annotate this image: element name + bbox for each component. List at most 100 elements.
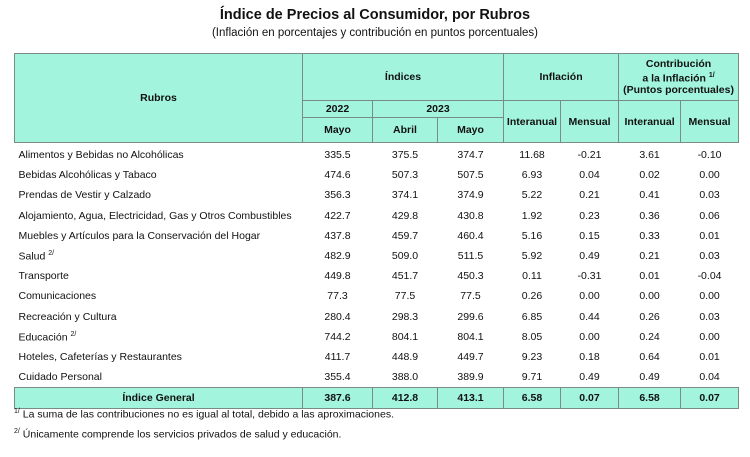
cell-inflacion-interanual: 8.05 <box>521 330 543 343</box>
cell-contribucion-mensual: 0.04 <box>699 371 720 384</box>
footnote-2-mark: 2/ <box>14 428 20 435</box>
cell-inflacion-mensual: 0.49 <box>579 371 600 384</box>
footnote-1-mark: 1/ <box>14 408 20 415</box>
cell-mayo-2023: 374.7 <box>457 149 484 162</box>
cell-inflacion-mensual: 0.44 <box>579 310 600 323</box>
contribucion-line1: Contribución <box>645 57 712 70</box>
cell-contribucion-mensual: 0.06 <box>699 209 720 222</box>
page-title: Índice de Precios al Consumidor, por Rub… <box>219 7 531 23</box>
cell-abril-2023: 429.8 <box>391 209 419 222</box>
cell-contribucion-interanual: 0.49 <box>639 371 660 384</box>
cell-contribucion-interanual: 0.01 <box>639 270 660 283</box>
row-label: Salud 2/ <box>15 246 303 266</box>
contribucion-line3: (Puntos porcentuales) <box>623 84 734 97</box>
total-mayo-2023: 413.1 <box>436 387 505 410</box>
cell-contribucion-interanual: 0.33 <box>639 229 660 242</box>
row-label-text: Alimentos y Bebidas no Alcohólicas <box>18 149 184 162</box>
footnote-2: 2/ Únicamente comprende los servicios pr… <box>14 428 341 441</box>
header-rubros: Rubros <box>14 53 303 143</box>
cell-mayo-2022: 449.8 <box>324 270 351 283</box>
table-row: Transporte 449.8 451.7 450.3 0.11 -0.31 0.01 -0… <box>15 266 739 286</box>
cell-contribucion-mensual: 0.01 <box>699 350 720 363</box>
table-row: Educación 2/744.2 804.1 804.1 8.05 0.00 0.24 0… <box>15 327 739 347</box>
cell-mayo-2023: 299.6 <box>457 310 484 323</box>
cell-contribucion-mensual: 0.03 <box>699 310 720 323</box>
row-label-text: Recreación y Cultura <box>18 310 117 323</box>
contribucion-line2-text: a la Inflación <box>642 72 706 85</box>
cell-mayo-2023: 450.3 <box>457 270 484 283</box>
row-label-text: Prendas de Vestir y Calzado <box>18 189 152 202</box>
footnote-1: 1/ La suma de las contribuciones no es i… <box>14 408 394 421</box>
cell-inflacion-interanual: 0.26 <box>521 290 543 303</box>
cell-inflacion-mensual: 0.23 <box>579 209 600 222</box>
cell-mayo-2023: 449.7 <box>457 350 484 363</box>
cell-mayo-2022: 355.4 <box>324 371 351 384</box>
header-year-2023: 2023 <box>371 100 505 118</box>
cell-mayo-2022: 744.2 <box>324 330 351 343</box>
cpi-table: Rubros Índices Inflación Contribución a … <box>14 53 740 410</box>
header-abril-2023: Abril <box>372 117 438 143</box>
total-inflacion-mensual: 0.07 <box>560 387 620 410</box>
cell-mayo-2022: 422.7 <box>324 209 351 222</box>
header-inflacion-mensual: Mensual <box>560 100 620 143</box>
table-row: Alimentos y Bebidas no Alcohólicas 335.5 3… <box>15 143 739 166</box>
cell-contribucion-mensual: -0.04 <box>697 270 722 283</box>
table-row: Recreación y Cultura 280.4 298.3 299.6 6.85 0… <box>15 307 739 327</box>
cell-inflacion-interanual: 1.92 <box>521 209 543 222</box>
cell-contribucion-mensual: 0.03 <box>699 250 720 263</box>
header-mayo-2023: Mayo <box>436 117 505 143</box>
cell-contribucion-mensual: -0.10 <box>697 149 722 162</box>
cell-abril-2023: 509.0 <box>391 250 419 263</box>
footnote-mark: 1/ <box>708 71 715 79</box>
cell-contribucion-interanual: 0.24 <box>639 330 660 343</box>
cell-inflacion-interanual: 11.68 <box>519 149 545 162</box>
cell-contribucion-mensual: 0.01 <box>699 229 720 242</box>
header-mayo-2022: Mayo <box>302 117 373 143</box>
row-label-text: Educación <box>18 331 68 344</box>
cell-inflacion-mensual: 0.00 <box>579 330 600 343</box>
cell-inflacion-interanual: 5.22 <box>521 189 543 202</box>
cell-abril-2023: 375.5 <box>391 149 419 162</box>
row-label: Bebidas Alcohólicas y Tabaco <box>15 165 303 185</box>
cell-inflacion-interanual: 6.93 <box>521 169 543 182</box>
total-label: Índice General <box>14 387 303 410</box>
cell-abril-2023: 448.9 <box>391 350 419 363</box>
row-label: Comunicaciones <box>15 286 303 306</box>
row-label: Alojamiento, Agua, Electricidad, Gas y O… <box>15 206 303 226</box>
cell-abril-2023: 451.7 <box>391 270 419 283</box>
table-row: Comunicaciones 77.3 77.5 77.5 0.26 0.00 0.00 0.… <box>15 286 739 306</box>
cell-contribucion-interanual: 0.64 <box>639 350 660 363</box>
cell-inflacion-mensual: 0.04 <box>579 169 600 182</box>
table-row: Bebidas Alcohólicas y Tabaco 474.6 507.3 50… <box>15 165 739 185</box>
row-label-text: Comunicaciones <box>18 290 97 303</box>
cell-abril-2023: 459.7 <box>391 229 419 242</box>
cell-mayo-2022: 474.6 <box>324 169 351 182</box>
table-row: Alojamiento, Agua, Electricidad, Gas y O… <box>15 206 739 226</box>
cell-contribucion-mensual: 0.00 <box>699 169 720 182</box>
table-row: Hoteles, Cafeterías y Restaurantes 411.7 4… <box>15 347 739 367</box>
cell-inflacion-mensual: 0.15 <box>579 229 600 242</box>
total-abril-2023: 412.8 <box>372 387 438 410</box>
cell-contribucion-mensual: 0.03 <box>699 189 720 202</box>
header-inflacion-interanual: Interanual <box>503 100 562 143</box>
cell-contribucion-interanual: 3.61 <box>639 149 660 162</box>
cell-mayo-2022: 411.7 <box>324 350 351 363</box>
cell-mayo-2023: 460.4 <box>457 229 484 242</box>
cell-mayo-2023: 804.1 <box>457 330 484 343</box>
row-label-text: Muebles y Artículos para la Conservación… <box>18 229 261 242</box>
row-label: Alimentos y Bebidas no Alcohólicas <box>15 143 303 166</box>
table-row: Cuidado Personal 355.4 388.0 389.9 9.71 0.49 0… <box>15 367 739 388</box>
footnote-mark: 2/ <box>70 330 77 338</box>
row-label: Transporte <box>15 266 303 286</box>
cell-inflacion-interanual: 5.92 <box>521 250 543 263</box>
header-contribucion: Contribución a la Inflación 1/ (Puntos p… <box>618 53 740 101</box>
cell-mayo-2023: 77.5 <box>460 290 481 303</box>
cell-contribucion-interanual: 0.02 <box>639 169 660 182</box>
total-row: Índice General 387.6 412.8 413.1 6.58 0.07 6.5… <box>14 387 740 410</box>
row-label: Hoteles, Cafeterías y Restaurantes <box>15 347 303 367</box>
cell-contribucion-mensual: 0.00 <box>699 290 720 303</box>
cell-mayo-2022: 335.5 <box>324 149 351 162</box>
row-label: Educación 2/ <box>15 327 303 347</box>
footnote-2-text: Únicamente comprende los servicios priva… <box>22 428 342 441</box>
footnote-mark: 2/ <box>48 249 55 257</box>
